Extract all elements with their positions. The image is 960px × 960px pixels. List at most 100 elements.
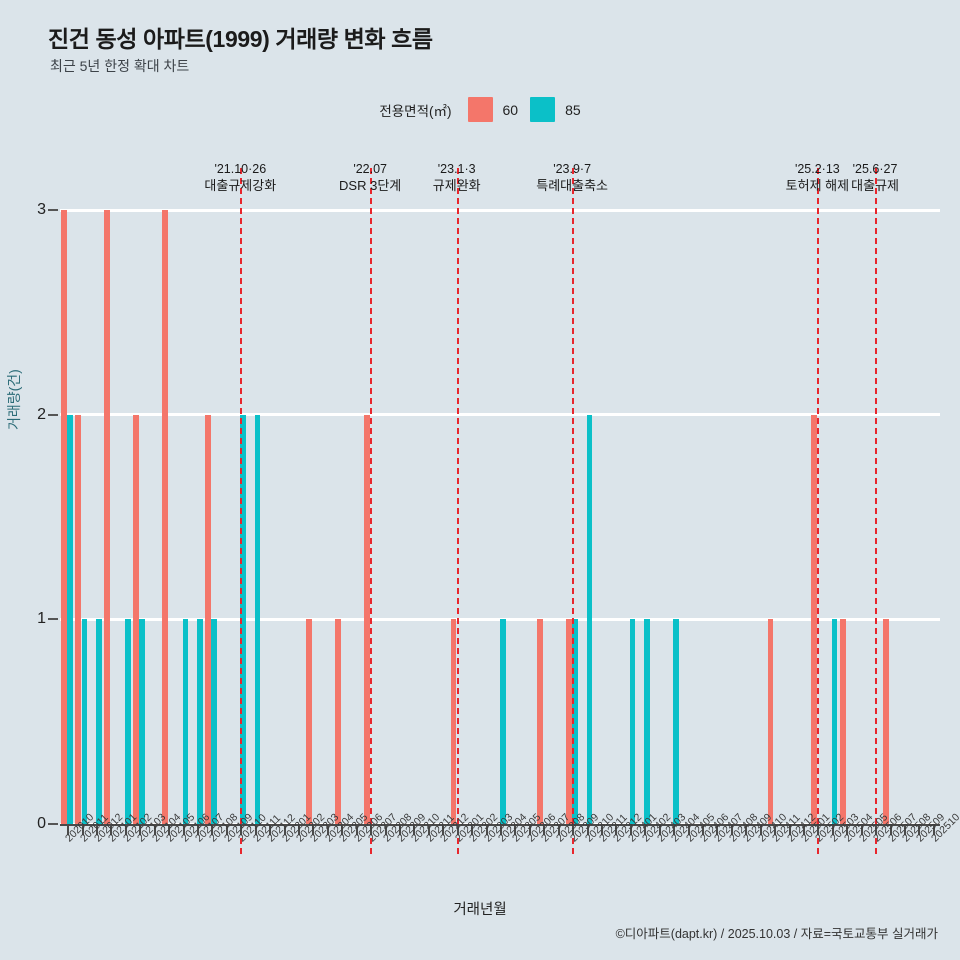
x-tick-mark-202502 bbox=[817, 824, 820, 835]
bar-60-202411[interactable] bbox=[767, 619, 774, 824]
x-tick-mark-202408 bbox=[730, 824, 733, 835]
x-tick-mark-202412 bbox=[788, 824, 791, 835]
x-tick-mark-202510 bbox=[932, 824, 935, 835]
x-tick-mark-202212 bbox=[442, 824, 445, 835]
bar-85-202310[interactable] bbox=[586, 414, 593, 824]
legend-swatch-60 bbox=[467, 97, 493, 122]
x-tick-mark-202202 bbox=[298, 824, 301, 835]
bar-60-202301[interactable] bbox=[450, 619, 457, 824]
x-tick-mark-202011 bbox=[81, 824, 84, 835]
annotation-date-202502: '25.2·13 bbox=[794, 162, 840, 176]
x-tick-mark-202309 bbox=[572, 824, 575, 835]
gridline-1 bbox=[60, 617, 940, 621]
x-tick-mark-202201 bbox=[283, 824, 286, 835]
bar-85-202012[interactable] bbox=[96, 619, 102, 824]
x-tick-mark-202102 bbox=[124, 824, 127, 835]
annotation-line-202301 bbox=[456, 168, 459, 854]
x-tick-mark-202209 bbox=[399, 824, 402, 835]
annotation-date-202110: '21.10·26 bbox=[214, 162, 267, 176]
bar-85-202503[interactable] bbox=[831, 619, 838, 824]
x-tick-mark-202112 bbox=[269, 824, 272, 835]
x-tick-mark-202410 bbox=[759, 824, 762, 835]
bar-60-202203[interactable] bbox=[306, 619, 312, 824]
x-tick-mark-202402 bbox=[644, 824, 647, 835]
x-tick-mark-202010 bbox=[67, 824, 70, 835]
y-axis: 0 1 2 3 bbox=[0, 201, 60, 832]
bar-60-202309[interactable] bbox=[565, 619, 572, 824]
x-tick-mark-202107 bbox=[197, 824, 200, 835]
x-tick-mark-202411 bbox=[774, 824, 777, 835]
annotation-line-202502 bbox=[817, 168, 820, 854]
gridline-2 bbox=[60, 413, 940, 417]
chart-legend: 전용면적(㎡) 60 85 bbox=[0, 97, 960, 122]
plot-area bbox=[60, 208, 940, 826]
bar-60-202101[interactable] bbox=[104, 210, 110, 824]
bar-85-202111[interactable] bbox=[254, 414, 261, 824]
x-tick-mark-202305 bbox=[514, 824, 517, 835]
bar-60-202504[interactable] bbox=[840, 619, 846, 824]
x-tick-mark-202206 bbox=[355, 824, 358, 835]
x-tick-mark-202509 bbox=[918, 824, 921, 835]
x-axis bbox=[60, 824, 940, 836]
annotation-text-202506: 대출규제 bbox=[851, 178, 899, 193]
bar-85-202108[interactable] bbox=[211, 619, 218, 824]
x-tick-mark-202405 bbox=[687, 824, 690, 835]
bar-60-202307[interactable] bbox=[537, 619, 543, 824]
y-tick-label-3: 3 bbox=[37, 201, 46, 218]
legend-label-60: 60 bbox=[502, 101, 519, 118]
bar-85-202401[interactable] bbox=[629, 619, 636, 824]
x-tick-mark-202211 bbox=[427, 824, 430, 835]
legend-title: 전용면적(㎡) bbox=[379, 103, 452, 119]
y-tick-label-0: 0 bbox=[37, 815, 46, 832]
x-tick-mark-202210 bbox=[413, 824, 416, 835]
x-tick-mark-202304 bbox=[500, 824, 502, 835]
bar-85-202107[interactable] bbox=[197, 619, 203, 824]
x-tick-mark-202401 bbox=[629, 824, 632, 835]
bar-60-202103[interactable] bbox=[133, 414, 139, 824]
bar-85-202402[interactable] bbox=[644, 619, 650, 824]
x-tick-mark-202302 bbox=[471, 824, 474, 835]
bar-85-202304[interactable] bbox=[500, 619, 506, 824]
annotation-202506: '25.6·27 대출규제 bbox=[805, 162, 945, 194]
bar-85-202404[interactable] bbox=[673, 619, 679, 824]
annotation-text-202309: 특례대출축소 bbox=[536, 178, 608, 193]
annotation-line-202110 bbox=[240, 168, 243, 854]
bar-85-202106[interactable] bbox=[182, 619, 189, 824]
y-tick-mark-1 bbox=[48, 618, 58, 621]
x-tick-mark-202110 bbox=[240, 824, 243, 835]
x-tick-mark-202303 bbox=[485, 824, 488, 835]
gridline-3 bbox=[60, 208, 940, 212]
x-tick-mark-202501 bbox=[802, 824, 805, 835]
legend-swatch-85 bbox=[530, 97, 556, 122]
y-tick-label-2: 2 bbox=[37, 405, 46, 423]
legend-item-85[interactable]: 85 bbox=[530, 97, 581, 122]
x-tick-mark-202306 bbox=[528, 824, 531, 835]
bar-60-202011[interactable] bbox=[75, 414, 82, 824]
bar-60-202105[interactable] bbox=[161, 210, 168, 824]
bar-60-202205[interactable] bbox=[335, 619, 341, 824]
x-tick-mark-202310 bbox=[586, 824, 589, 835]
bar-series-container bbox=[60, 210, 940, 824]
bar-85-202102[interactable] bbox=[124, 619, 131, 824]
x-tick-mark-202505 bbox=[860, 824, 863, 835]
bar-60-202010[interactable] bbox=[61, 210, 67, 824]
bar-60-202207[interactable] bbox=[363, 414, 370, 824]
x-tick-mark-202506 bbox=[875, 824, 878, 835]
page-subtitle: 최근 5년 한정 확대 차트 bbox=[50, 58, 190, 74]
annotation-date-202506: '25.6·27 bbox=[852, 162, 898, 176]
x-tick-mark-202407 bbox=[716, 824, 719, 835]
bar-85-202103[interactable] bbox=[139, 619, 145, 824]
bar-60-202507[interactable] bbox=[883, 619, 889, 824]
bar-85-202011[interactable] bbox=[81, 619, 88, 824]
bar-85-202110[interactable] bbox=[240, 414, 246, 824]
bar-85-202010[interactable] bbox=[67, 414, 73, 824]
annotation-text-202301: 규제완화 bbox=[432, 178, 481, 193]
bar-60-202108[interactable] bbox=[205, 414, 211, 824]
x-tick-mark-202311 bbox=[600, 824, 603, 835]
annotation-text-202502: 토허제 해제 bbox=[785, 178, 850, 193]
bar-85-202309[interactable] bbox=[572, 619, 578, 824]
legend-item-60[interactable]: 60 bbox=[467, 97, 519, 122]
annotation-202309: '23.9·7 특례대출축소 bbox=[502, 162, 642, 194]
bar-60-202502[interactable] bbox=[811, 414, 817, 824]
